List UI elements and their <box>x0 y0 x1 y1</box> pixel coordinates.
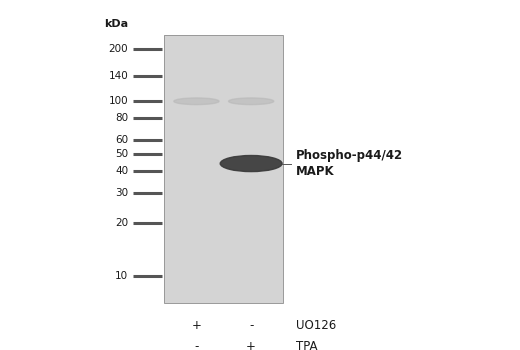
Text: MAPK: MAPK <box>296 165 335 178</box>
Text: 80: 80 <box>115 113 128 123</box>
Bar <box>164 35 283 303</box>
Text: 100: 100 <box>109 96 128 106</box>
Text: kDa: kDa <box>104 19 128 28</box>
Text: +: + <box>191 319 201 332</box>
Text: 50: 50 <box>115 149 128 159</box>
Ellipse shape <box>220 155 282 172</box>
Text: 140: 140 <box>108 71 128 81</box>
Text: Phospho-p44/42: Phospho-p44/42 <box>296 149 404 162</box>
Text: 200: 200 <box>109 44 128 54</box>
Text: UO126: UO126 <box>296 319 336 332</box>
Text: TPA: TPA <box>296 340 318 350</box>
Text: +: + <box>246 340 256 350</box>
Text: -: - <box>249 319 253 332</box>
Text: 60: 60 <box>115 135 128 145</box>
Text: 10: 10 <box>115 271 128 281</box>
Bar <box>164 35 283 303</box>
Text: 20: 20 <box>115 218 128 228</box>
Text: 40: 40 <box>115 166 128 176</box>
Ellipse shape <box>174 98 219 105</box>
Text: 30: 30 <box>115 188 128 198</box>
Ellipse shape <box>229 98 274 105</box>
Text: -: - <box>194 340 199 350</box>
